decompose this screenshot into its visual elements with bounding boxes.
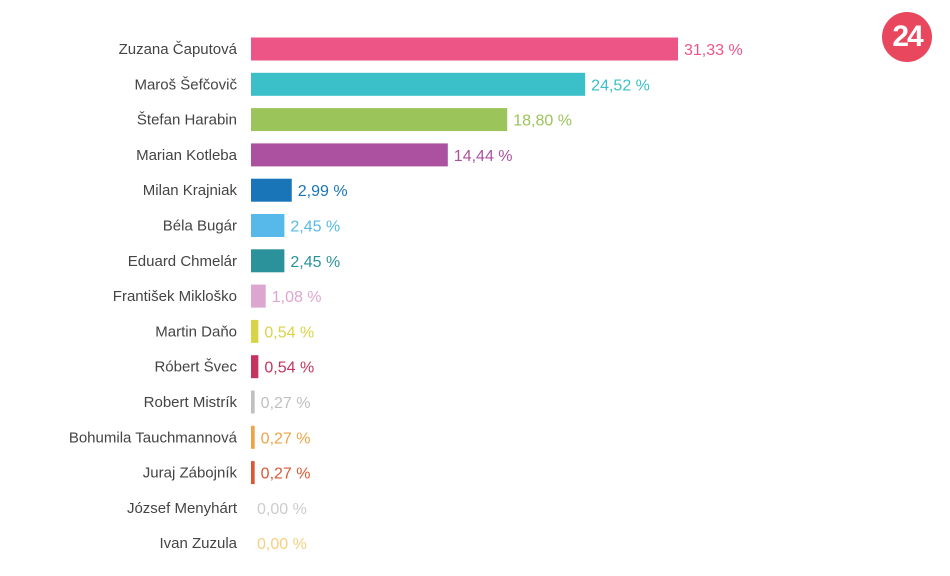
bar	[251, 178, 292, 202]
brand-logo: 24	[882, 12, 932, 62]
bar	[251, 284, 266, 308]
bar	[251, 37, 678, 61]
value-label: 0,54 %	[264, 324, 314, 341]
value-label: 1,08 %	[272, 289, 322, 306]
bar	[251, 143, 448, 167]
value-label: 24,52 %	[591, 77, 650, 94]
category-label: Robert Mistrík	[144, 394, 238, 411]
bar	[251, 214, 285, 237]
category-label: Martin Daňo	[155, 323, 237, 340]
value-label: 14,44 %	[454, 148, 513, 165]
bar	[251, 249, 285, 273]
bar	[251, 72, 586, 96]
category-label: Ivan Zuzula	[159, 535, 237, 552]
value-label: 0,27 %	[261, 466, 311, 483]
value-label: 2,45 %	[290, 219, 340, 236]
bar	[251, 461, 255, 485]
category-label: Milan Krajniak	[143, 182, 238, 199]
category-label: Marian Kotleba	[136, 147, 238, 164]
category-label: Béla Bugár	[163, 218, 237, 235]
bar	[251, 319, 259, 343]
category-label: Bohumila Tauchmannová	[69, 429, 238, 446]
category-label: František Mikloško	[113, 288, 237, 305]
category-label: Maroš Šefčovič	[134, 76, 237, 93]
bar	[251, 355, 259, 379]
value-label: 2,99 %	[298, 183, 348, 200]
bar	[251, 425, 255, 449]
value-label: 0,00 %	[257, 536, 307, 553]
category-label: Štefan Harabin	[137, 112, 237, 129]
value-label: 31,33 %	[684, 42, 743, 59]
value-label: 0,27 %	[261, 430, 311, 447]
category-label: József Menyhárt	[127, 500, 238, 517]
category-label: Róbert Švec	[154, 359, 237, 376]
category-label: Zuzana Čaputová	[119, 41, 238, 58]
value-label: 0,00 %	[257, 501, 307, 518]
bar	[251, 390, 255, 414]
value-label: 0,27 %	[261, 395, 311, 412]
bar	[251, 108, 508, 132]
category-label: Juraj Zábojník	[143, 465, 238, 482]
value-label: 18,80 %	[513, 113, 572, 130]
category-label: Eduard Chmelár	[128, 253, 237, 270]
value-label: 2,45 %	[290, 254, 340, 271]
value-label: 0,54 %	[264, 360, 314, 377]
